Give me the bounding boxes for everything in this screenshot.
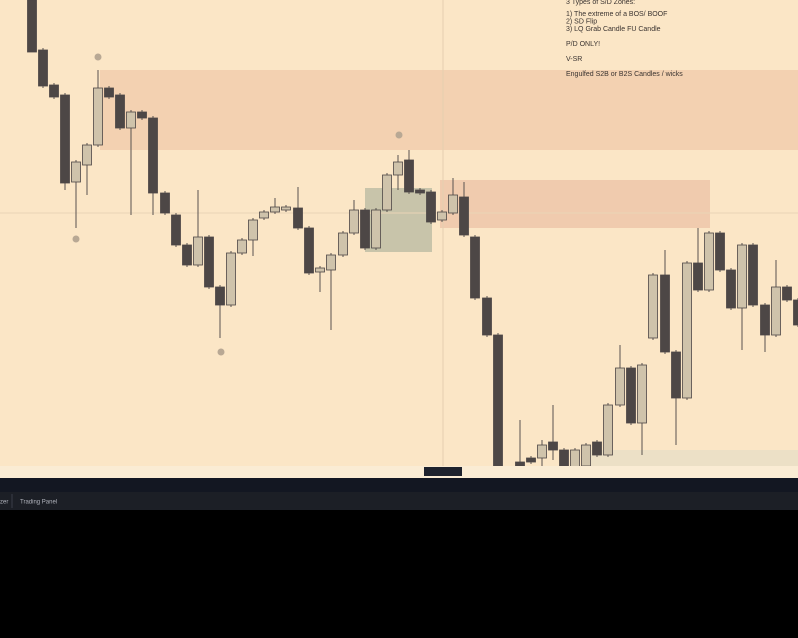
candle xyxy=(682,262,692,399)
candle xyxy=(526,457,536,463)
candle xyxy=(326,254,336,271)
candle xyxy=(393,161,403,176)
candle xyxy=(482,297,492,336)
candle xyxy=(726,269,736,309)
marker xyxy=(94,53,102,61)
candle xyxy=(293,207,303,229)
note-item: 3) LQ Grab Candle FU Candle xyxy=(566,26,661,33)
candle xyxy=(704,232,714,291)
candle xyxy=(38,49,48,87)
supply-zone xyxy=(440,180,710,228)
candle xyxy=(104,87,114,98)
candle xyxy=(60,94,70,184)
candle xyxy=(82,144,92,166)
candle xyxy=(93,87,103,146)
candle xyxy=(248,219,258,241)
candle xyxy=(237,239,247,254)
candle xyxy=(160,192,170,214)
candle xyxy=(281,206,291,211)
candle xyxy=(415,189,425,194)
candle xyxy=(304,227,314,274)
candle xyxy=(782,286,792,301)
candle xyxy=(193,236,203,266)
candle xyxy=(537,444,547,459)
candle xyxy=(470,236,480,299)
candle xyxy=(548,441,558,451)
candle xyxy=(437,211,447,221)
candle xyxy=(171,214,181,246)
candle xyxy=(137,111,147,119)
tab-bar xyxy=(0,492,798,510)
candle xyxy=(671,351,681,399)
candle xyxy=(226,252,236,306)
crosshair-label xyxy=(424,467,462,476)
time-axis xyxy=(0,466,798,478)
candle xyxy=(660,274,670,353)
candle xyxy=(270,206,280,213)
note: P/D ONLY! xyxy=(566,41,600,48)
note-item: 2) SD Flip xyxy=(566,18,597,25)
candle xyxy=(448,194,458,214)
candle xyxy=(259,211,269,219)
note-heading: 3 Types of S/D Zones: xyxy=(566,0,635,6)
candle xyxy=(615,367,625,406)
candle xyxy=(349,209,359,234)
candle xyxy=(360,209,370,249)
candle xyxy=(115,94,125,129)
note-item: 1) The extreme of a BOS/ BOOF xyxy=(566,11,667,18)
candle xyxy=(27,0,37,53)
candle xyxy=(581,444,591,467)
candle xyxy=(715,232,725,271)
marker xyxy=(395,131,403,139)
candle xyxy=(182,244,192,266)
candle xyxy=(459,196,469,236)
candle xyxy=(793,299,798,326)
note: Engulfed S2B or B2S Candles / wicks xyxy=(566,71,683,78)
candle xyxy=(592,441,602,456)
candle xyxy=(648,274,658,339)
candle xyxy=(371,209,381,249)
candle xyxy=(382,174,392,211)
candles xyxy=(27,0,798,471)
candle xyxy=(771,286,781,336)
candle xyxy=(126,111,136,129)
candle xyxy=(637,364,647,424)
candle xyxy=(737,244,747,309)
candle xyxy=(760,304,770,336)
toolbar xyxy=(0,478,798,492)
candle xyxy=(148,117,158,194)
tab[interactable]: zer xyxy=(0,500,8,506)
candle xyxy=(426,191,436,223)
candle xyxy=(204,236,214,288)
marker xyxy=(217,348,225,356)
candle xyxy=(215,286,225,306)
candle xyxy=(693,262,703,291)
supply-zone xyxy=(100,70,798,150)
candle xyxy=(71,161,81,183)
candle xyxy=(315,267,325,273)
candle xyxy=(49,84,59,98)
candle xyxy=(493,334,503,471)
candle xyxy=(603,404,613,456)
candle xyxy=(338,232,348,256)
tab[interactable]: Trading Panel xyxy=(20,500,57,506)
note: V-SR xyxy=(566,56,582,63)
marker xyxy=(72,235,80,243)
demand-zone xyxy=(590,450,798,467)
candle xyxy=(748,244,758,306)
candle xyxy=(404,159,414,193)
candle xyxy=(626,367,636,424)
